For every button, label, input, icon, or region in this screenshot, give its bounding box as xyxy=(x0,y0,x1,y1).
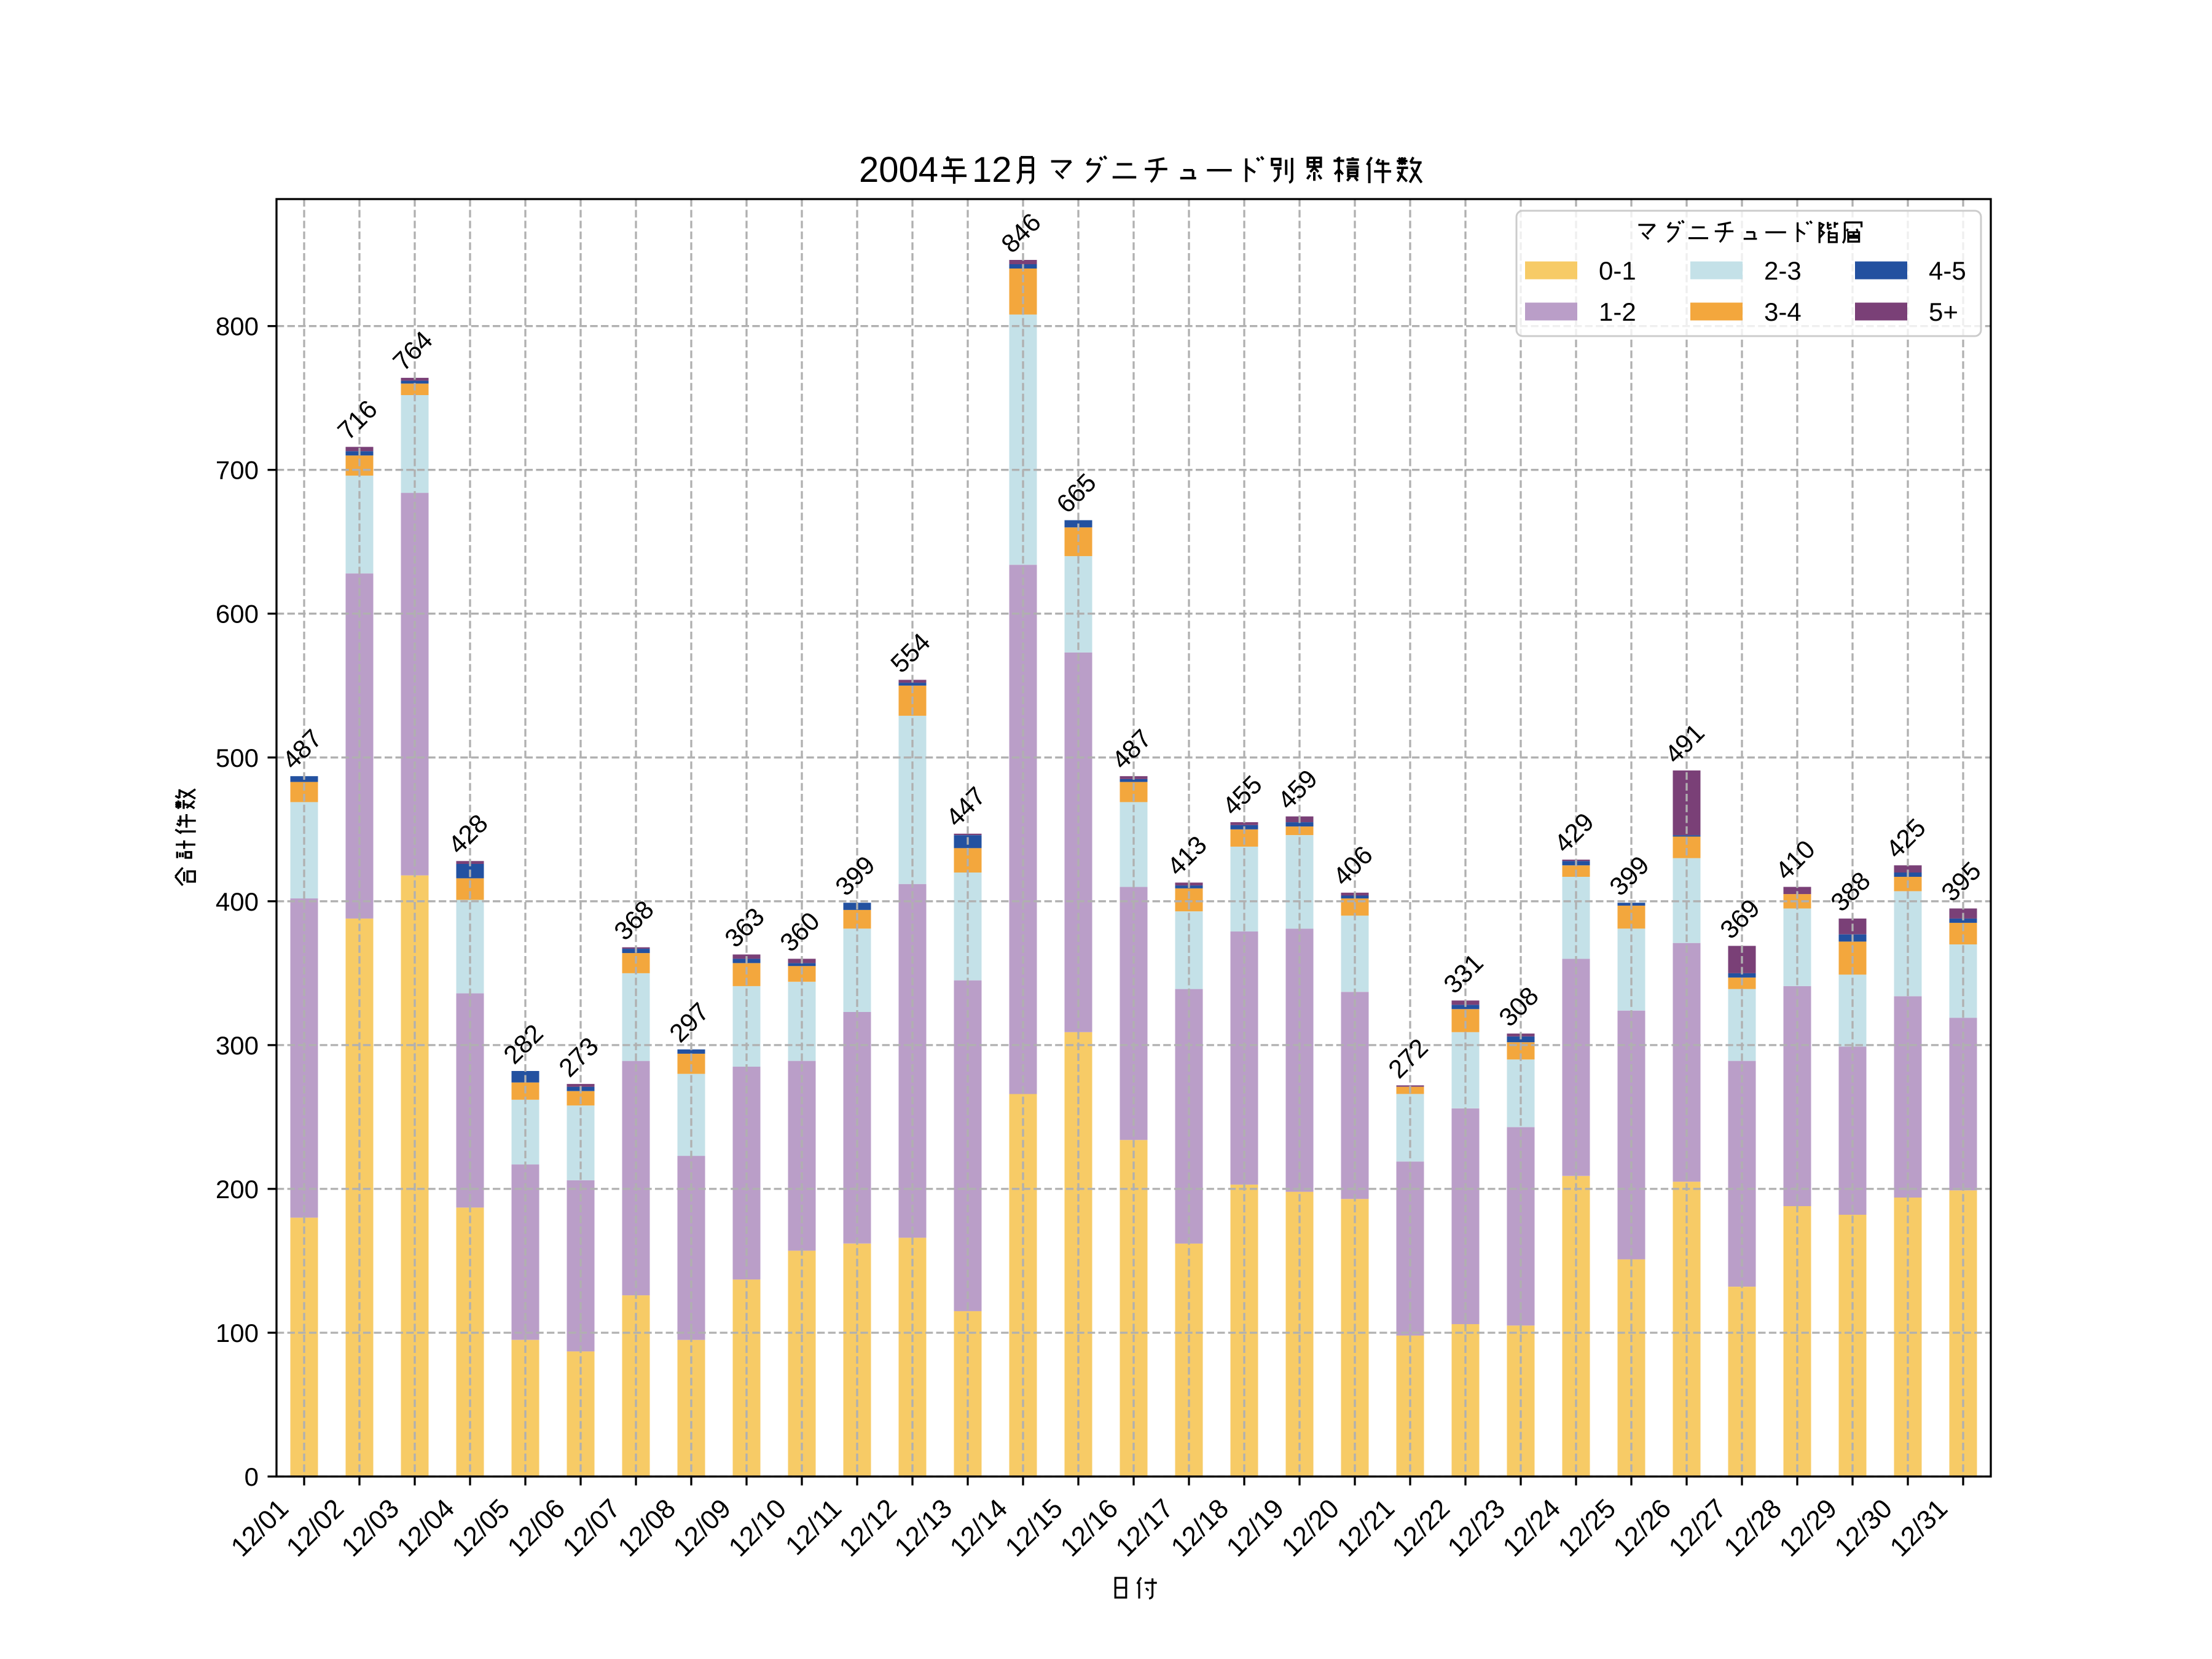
svg-text:2004: 2004 xyxy=(859,150,938,190)
svg-text:0: 0 xyxy=(245,1462,259,1491)
svg-text:500: 500 xyxy=(216,743,259,772)
svg-text:300: 300 xyxy=(216,1031,259,1060)
svg-text:100: 100 xyxy=(216,1319,259,1347)
svg-text:0-1: 0-1 xyxy=(1599,256,1636,285)
svg-text:4-5: 4-5 xyxy=(1929,256,1966,285)
svg-text:700: 700 xyxy=(216,456,259,485)
svg-text:800: 800 xyxy=(216,312,259,341)
svg-text:1-2: 1-2 xyxy=(1599,297,1636,326)
svg-text:12: 12 xyxy=(972,150,1012,190)
svg-text:2-3: 2-3 xyxy=(1764,256,1802,285)
svg-text:400: 400 xyxy=(216,887,259,916)
svg-text:3-4: 3-4 xyxy=(1764,297,1802,326)
svg-text:5+: 5+ xyxy=(1929,297,1958,326)
svg-text:600: 600 xyxy=(216,600,259,629)
svg-text:200: 200 xyxy=(216,1175,259,1204)
